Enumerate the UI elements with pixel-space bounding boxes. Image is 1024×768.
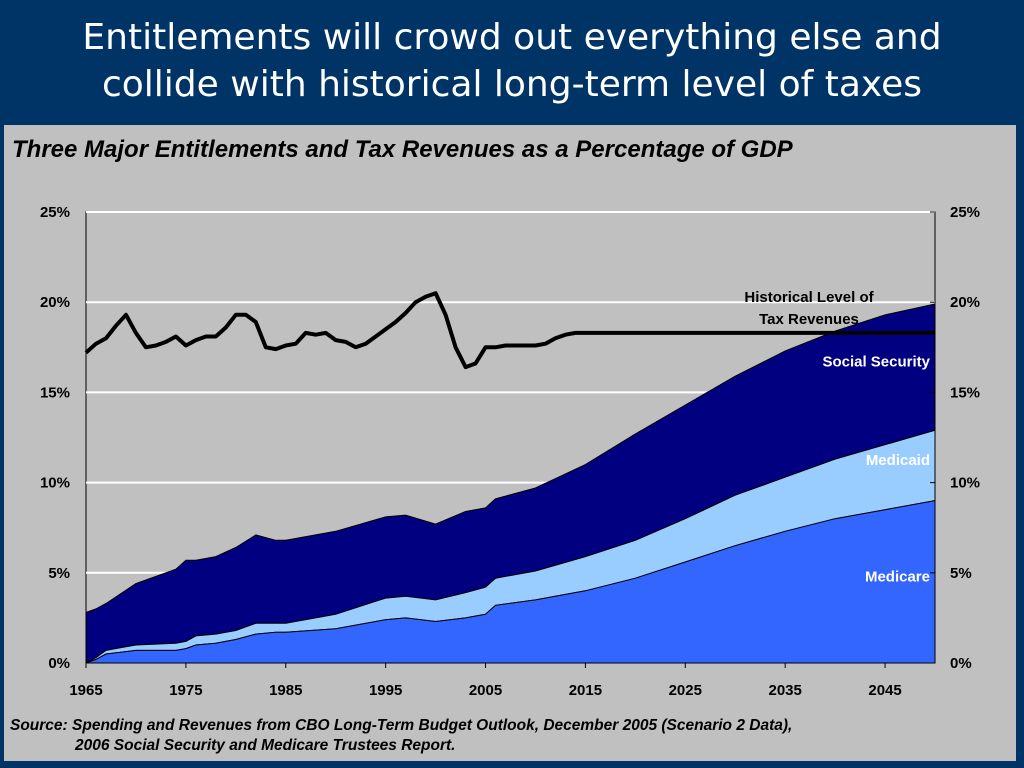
source-line-2: 2006 Social Security and Medicare Truste…	[75, 737, 456, 754]
slide-title-line-2: collide with historical long-term level …	[101, 64, 922, 105]
y-tick-label-left: 15%	[40, 384, 70, 401]
slide-title-line-1: Entitlements will crowd out everything e…	[82, 17, 942, 58]
y-tick-label-right: 10%	[950, 475, 980, 492]
y-tick-label-left: 0%	[48, 655, 70, 672]
source-line-1: Source: Spending and Revenues from CBO L…	[10, 717, 793, 734]
y-tick-label-right: 0%	[950, 655, 972, 672]
slide-title: Entitlements will crowd out everything e…	[0, 14, 1024, 108]
chart-title: Three Major Entitlements and Tax Revenue…	[12, 136, 793, 163]
y-tick-label-right: 5%	[950, 565, 972, 582]
x-tick-label: 2005	[469, 682, 502, 699]
y-tick-label-right: 15%	[950, 384, 980, 401]
y-tick-label-left: 25%	[40, 204, 70, 221]
x-tick-label: 2045	[868, 682, 901, 699]
series-label-medicaid: Medicaid	[866, 452, 930, 469]
y-tick-label-left: 10%	[40, 475, 70, 492]
y-tick-label-left: 5%	[48, 565, 70, 582]
y-tick-label-right: 25%	[950, 204, 980, 221]
y-tick-label-right: 20%	[950, 294, 980, 311]
tax-revenue-line	[84, 291, 935, 370]
y-tick-label-left: 20%	[40, 294, 70, 311]
x-tick-label: 2035	[768, 682, 801, 699]
area-medicare	[85, 500, 936, 664]
series-label-social-security: Social Security	[822, 354, 930, 371]
x-tick-label: 1995	[369, 682, 402, 699]
x-tick-label: 2025	[669, 682, 702, 699]
series-label-medicare: Medicare	[865, 568, 930, 585]
tax-revenue-label-line-2: Tax Revenues	[759, 311, 859, 328]
tax-revenue-label-line-1: Historical Level of	[744, 289, 874, 306]
source-note: Source: Spending and Revenues from CBO L…	[10, 716, 1010, 756]
x-tick-label: 1985	[269, 682, 302, 699]
x-tick-label: 1975	[169, 682, 202, 699]
x-tick-label: 2015	[569, 682, 602, 699]
x-tick-label: 1965	[69, 682, 102, 699]
